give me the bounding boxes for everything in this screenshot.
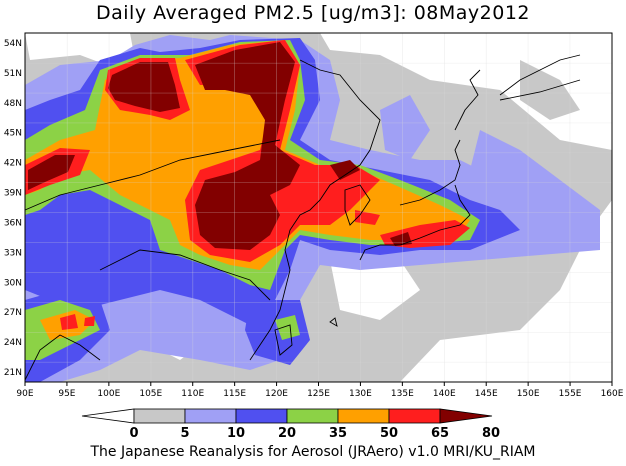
y-tick-label: 33N: [4, 248, 22, 258]
x-tick-label: 150E: [517, 389, 540, 399]
y-tick-label: 36N: [4, 218, 22, 228]
y-tick-label: 39N: [4, 189, 22, 199]
x-tick-label: 130E: [349, 389, 372, 399]
colorbar-level-label: 20: [278, 426, 296, 441]
coastlines: [24, 54, 581, 381]
y-tick-label: 27N: [4, 308, 22, 318]
x-tick-label: 105E: [139, 389, 162, 399]
y-axis-ticks: 54N 51N 48N 45N 42N 39N 36N 33N 30N 27N 24N 21N: [4, 39, 22, 378]
x-tick-label: 100E: [97, 389, 120, 399]
y-tick-label: 42N: [4, 159, 22, 169]
x-tick-label: 115E: [223, 389, 246, 399]
x-axis-ticks: 90E 95E 100E 105E 110E 115E 120E 125E 130E 135E 14…: [16, 382, 624, 399]
colorbar-swatch: [388, 408, 441, 424]
colorbar-level-label: 65: [431, 426, 449, 441]
colorbar-level-label: 0: [129, 426, 138, 441]
colorbar-level-label: 5: [180, 426, 189, 441]
colorbar-level-label: 35: [329, 426, 347, 441]
map-title: Daily Averaged PM2.5 [ug/m3]: 08May2012: [95, 2, 531, 24]
colorbar-under-arrow: [81, 408, 135, 424]
y-tick-label: 51N: [4, 69, 22, 79]
colorbar-level-label: 80: [482, 426, 500, 441]
x-tick-label: 145E: [475, 389, 498, 399]
x-tick-label: 110E: [181, 389, 204, 399]
x-tick-label: 125E: [307, 389, 330, 399]
colorbar-swatch: [337, 408, 390, 424]
x-tick-label: 120E: [265, 389, 288, 399]
colorbar-swatch: [235, 408, 288, 424]
x-tick-label: 155E: [559, 389, 582, 399]
y-tick-label: 45N: [4, 129, 22, 139]
colorbar-level-label: 50: [380, 426, 398, 441]
y-tick-label: 24N: [4, 338, 22, 348]
y-tick-label: 21N: [4, 368, 22, 378]
x-tick-label: 135E: [391, 389, 414, 399]
colorbar-swatch: [133, 408, 186, 424]
colorbar-swatch: [184, 408, 237, 424]
colorbar-over-arrow: [439, 408, 493, 424]
x-tick-label: 90E: [16, 389, 33, 399]
colorbar: 0 5 10 20 35 50 65 80: [81, 408, 500, 441]
y-tick-label: 54N: [4, 39, 22, 49]
y-tick-label: 30N: [4, 278, 22, 288]
y-tick-label: 48N: [4, 99, 22, 109]
colorbar-swatch: [286, 408, 339, 424]
x-tick-label: 140E: [433, 389, 456, 399]
lat-lon-grid: [25, 33, 612, 382]
x-tick-label: 95E: [58, 389, 75, 399]
x-tick-label: 160E: [601, 389, 624, 399]
footer-credit: The Japanese Reanalysis for Aerosol (JRA…: [90, 444, 536, 460]
colorbar-level-label: 10: [227, 426, 245, 441]
